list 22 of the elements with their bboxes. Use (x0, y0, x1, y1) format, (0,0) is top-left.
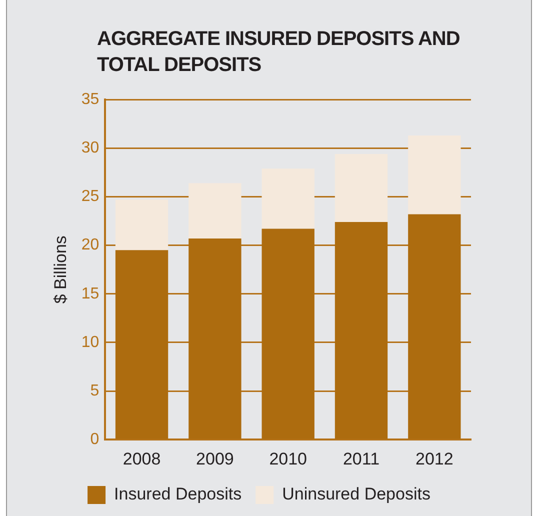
y-tick-label: 0 (90, 431, 100, 448)
x-tick-label: 2012 (416, 449, 454, 468)
bar (115, 200, 168, 250)
bar (334, 154, 388, 222)
y-tick-label: 30 (81, 140, 100, 157)
bar (408, 136, 461, 214)
legend-label: Uninsured Deposits (282, 484, 430, 504)
y-tick-label: 35 (81, 91, 100, 108)
x-tick-label: 2011 (342, 449, 380, 468)
x-tick-label: 2008 (122, 449, 161, 468)
chart-title: AGGREGATE INSURED DEPOSITS AND TOTAL DEPOSITS (97, 27, 461, 78)
y-tick-label: 20 (81, 236, 100, 254)
y-tick-label: 10 (81, 334, 100, 351)
x-tick-label: 2010 (269, 449, 308, 468)
y-axis-title: $ Billions (50, 236, 70, 304)
bar (262, 168, 314, 229)
x-tick-label: 2009 (196, 449, 234, 468)
bar (188, 183, 242, 239)
legend-label: Insured Deposits (114, 484, 242, 504)
y-tick-label: 5 (90, 382, 100, 400)
y-tick-label: 15 (81, 285, 100, 302)
y-tick-label: 25 (81, 188, 100, 206)
